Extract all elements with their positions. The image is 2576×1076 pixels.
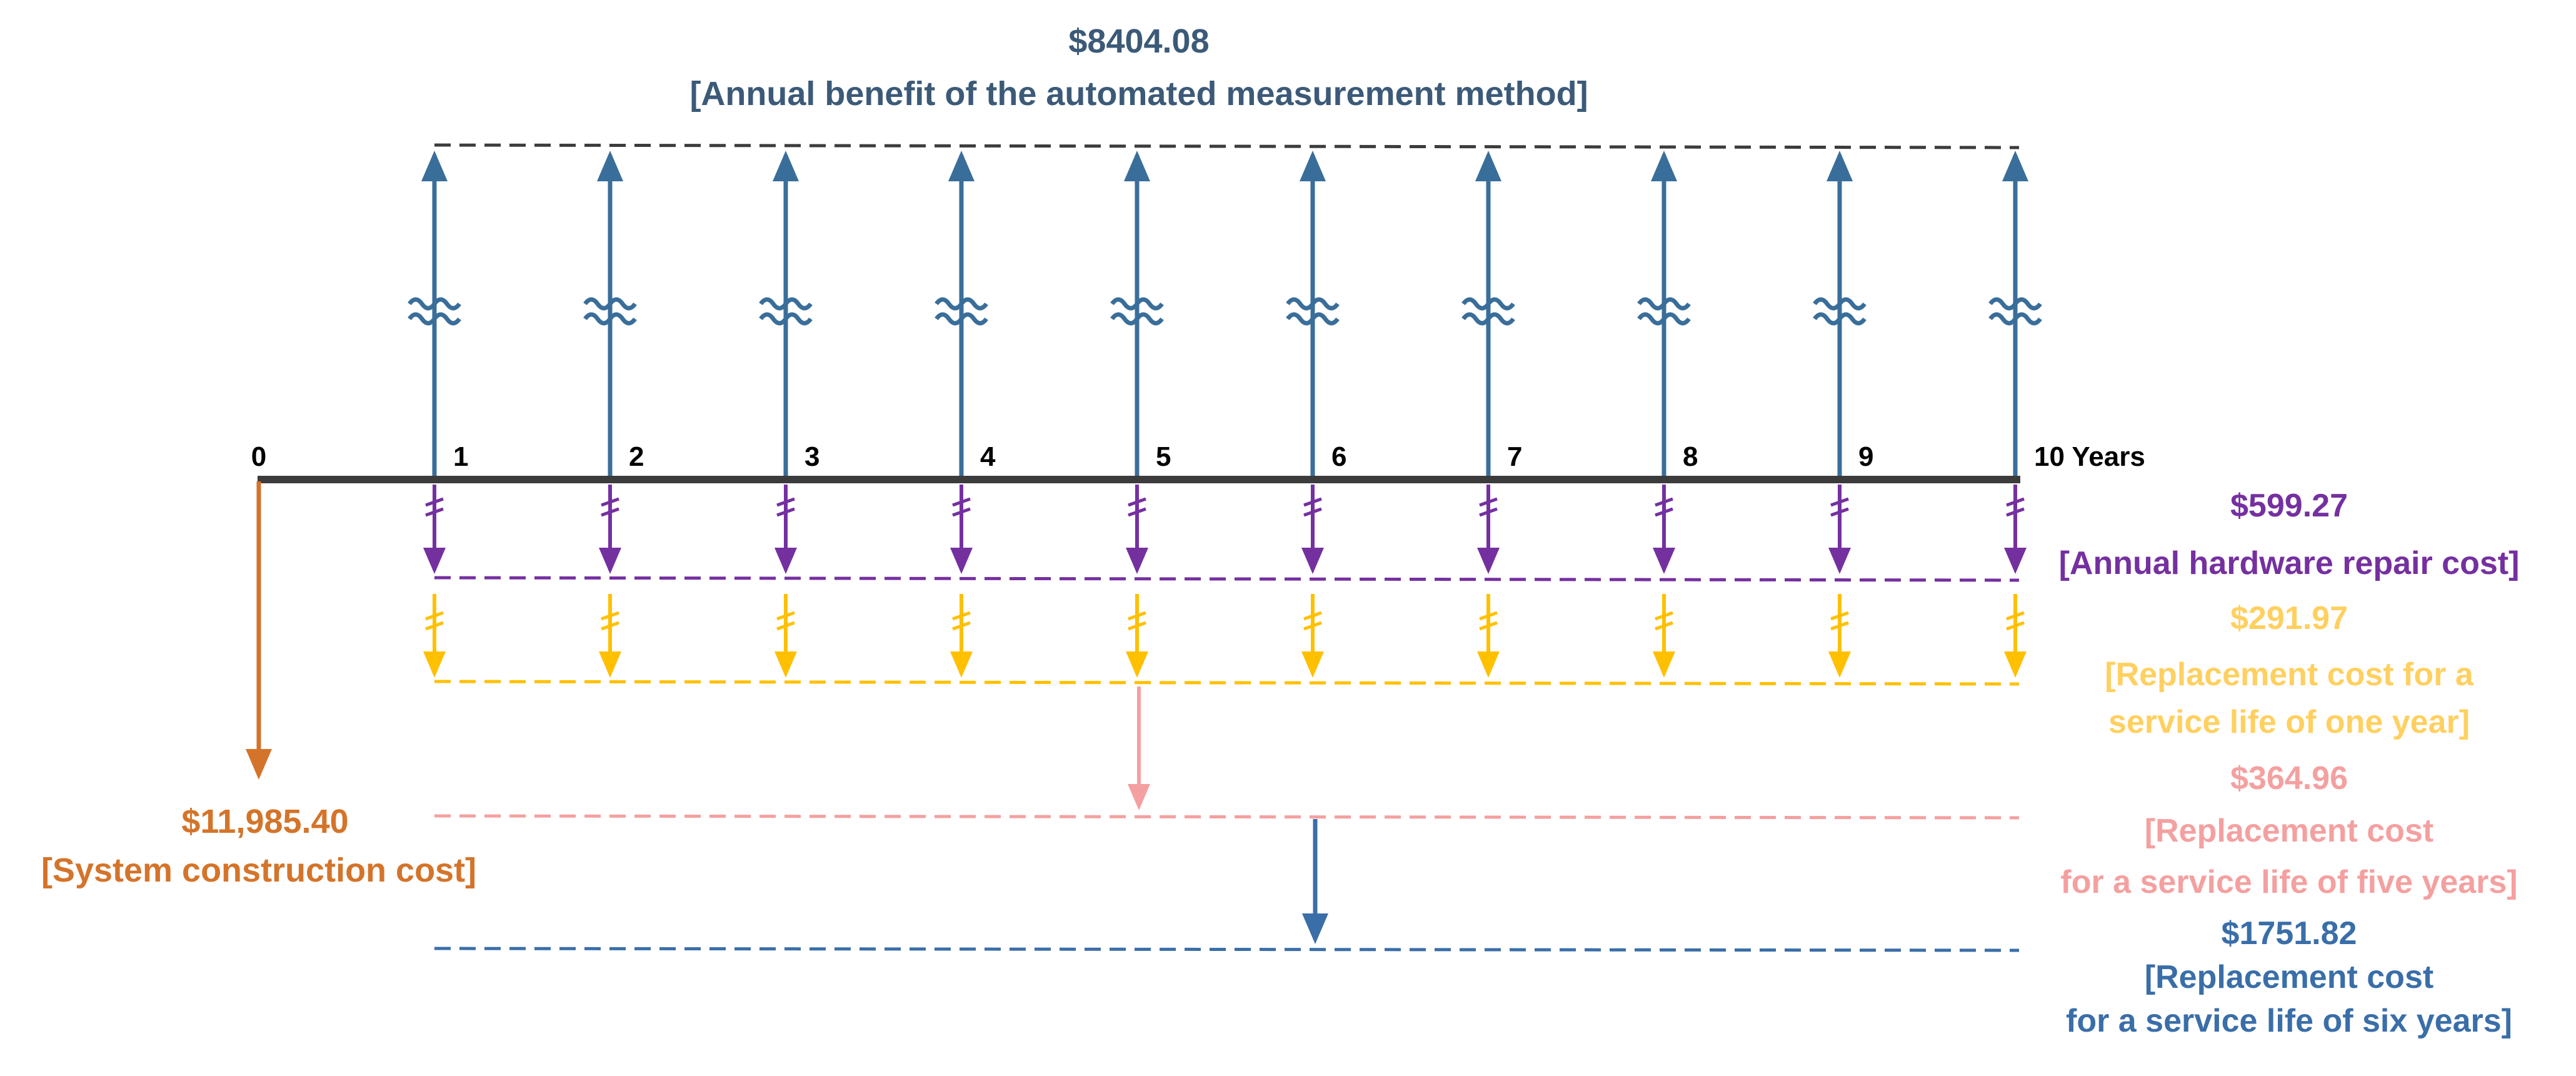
one-year-break-mark-2: [601, 611, 619, 631]
construction-cost-label: [System construction cost]: [41, 852, 476, 889]
tick-label-5: 5: [1156, 441, 1171, 472]
six-year-replacement-label-line1: [Replacement cost: [2145, 959, 2433, 995]
break-symbol-5: [1110, 297, 1164, 311]
break-symbol-10: [1988, 312, 2042, 326]
tick-label-6: 6: [1331, 441, 1346, 472]
repair-break-mark-9: [1830, 497, 1849, 517]
repair-break-mark-5: [1128, 497, 1146, 517]
break-symbol-8: [1637, 297, 1691, 311]
one-year-break-mark-6: [1303, 611, 1322, 631]
tick-label-10: 10 Years: [2034, 441, 2145, 472]
one-year-break-mark-3: [776, 611, 795, 631]
hardware-repair-amount: $599.27: [2230, 488, 2348, 524]
one-year-replacement-amount: $291.97: [2230, 600, 2348, 636]
benefit-level-line: [434, 143, 2020, 149]
annual-benefit-amount: $8404.08: [1068, 23, 1209, 60]
tick-label-7: 7: [1507, 441, 1522, 472]
break-symbol-3: [759, 312, 813, 326]
repair-break-mark-1: [425, 497, 444, 517]
tick-label-8: 8: [1683, 441, 1698, 472]
tick-label-2: 2: [629, 441, 644, 472]
break-symbol-8: [1637, 312, 1691, 326]
five-year-replacement-amount: $364.96: [2230, 760, 2348, 797]
repair-break-mark-6: [1303, 497, 1322, 517]
five-year-level-line: [434, 814, 2020, 820]
break-symbol-6: [1286, 297, 1340, 311]
break-symbol-4: [935, 312, 988, 326]
break-symbol-2: [583, 297, 637, 311]
six-year-replacement-label-line2: for a service life of six years]: [2066, 1003, 2512, 1039]
break-symbol-3: [759, 297, 813, 311]
repair-break-mark-10: [2006, 497, 2025, 517]
tick-label-0: 0: [251, 441, 266, 472]
break-symbol-7: [1461, 297, 1515, 311]
break-symbol-2: [583, 312, 637, 326]
repair-break-mark-2: [601, 497, 619, 517]
six-year-replacement-amount: $1751.82: [2222, 915, 2357, 952]
break-symbol-1: [408, 297, 461, 311]
benefit-arrows: [408, 151, 2042, 476]
break-symbol-1: [408, 312, 461, 326]
hardware-repair-label: [Annual hardware repair cost]: [2059, 545, 2520, 581]
tick-label-1: 1: [453, 441, 468, 472]
one-year-level-line: [434, 680, 2020, 686]
one-year-break-mark-5: [1128, 611, 1146, 631]
construction-cost-amount: $11,985.40: [181, 803, 348, 840]
one-year-replacement-label-line2: service life of one year]: [2108, 704, 2470, 740]
one-year-break-mark-8: [1655, 611, 1673, 631]
six-year-level-line: [434, 947, 2020, 952]
one-year-replacement-label-line1: [Replacement cost for a: [2105, 656, 2474, 693]
one-year-break-mark-1: [425, 611, 444, 631]
one-year-break-mark-10: [2006, 611, 2025, 631]
repair-break-mark-7: [1479, 497, 1498, 517]
one-year-break-mark-7: [1479, 611, 1498, 631]
one-year-break-mark-4: [952, 611, 971, 631]
repair-level-line: [434, 576, 2020, 582]
break-symbol-9: [1813, 297, 1867, 311]
five-year-replacement-label-line1: [Replacement cost: [2145, 813, 2433, 849]
annual-benefit-label: [Annual benefit of the automated measure…: [689, 75, 1588, 113]
tick-label-3: 3: [804, 441, 819, 472]
one-year-break-mark-9: [1830, 611, 1849, 631]
tick-label-9: 9: [1858, 441, 1873, 472]
repair-break-mark-8: [1655, 497, 1673, 517]
break-symbol-4: [935, 297, 988, 311]
break-symbol-6: [1286, 312, 1340, 326]
tick-label-4: 4: [980, 441, 996, 472]
five-year-replacement-label-line2: for a service life of five years]: [2060, 864, 2517, 900]
repair-break-mark-3: [776, 497, 795, 517]
break-symbol-7: [1461, 312, 1515, 326]
cost-arrows: [423, 485, 2027, 678]
timeline-tick-labels: 0 1 2 3 4 5 6 7 8 9 10 Years: [251, 441, 2145, 472]
break-symbol-9: [1813, 312, 1867, 326]
break-symbol-5: [1110, 312, 1164, 326]
break-symbol-10: [1988, 297, 2042, 311]
repair-break-mark-4: [952, 497, 971, 517]
